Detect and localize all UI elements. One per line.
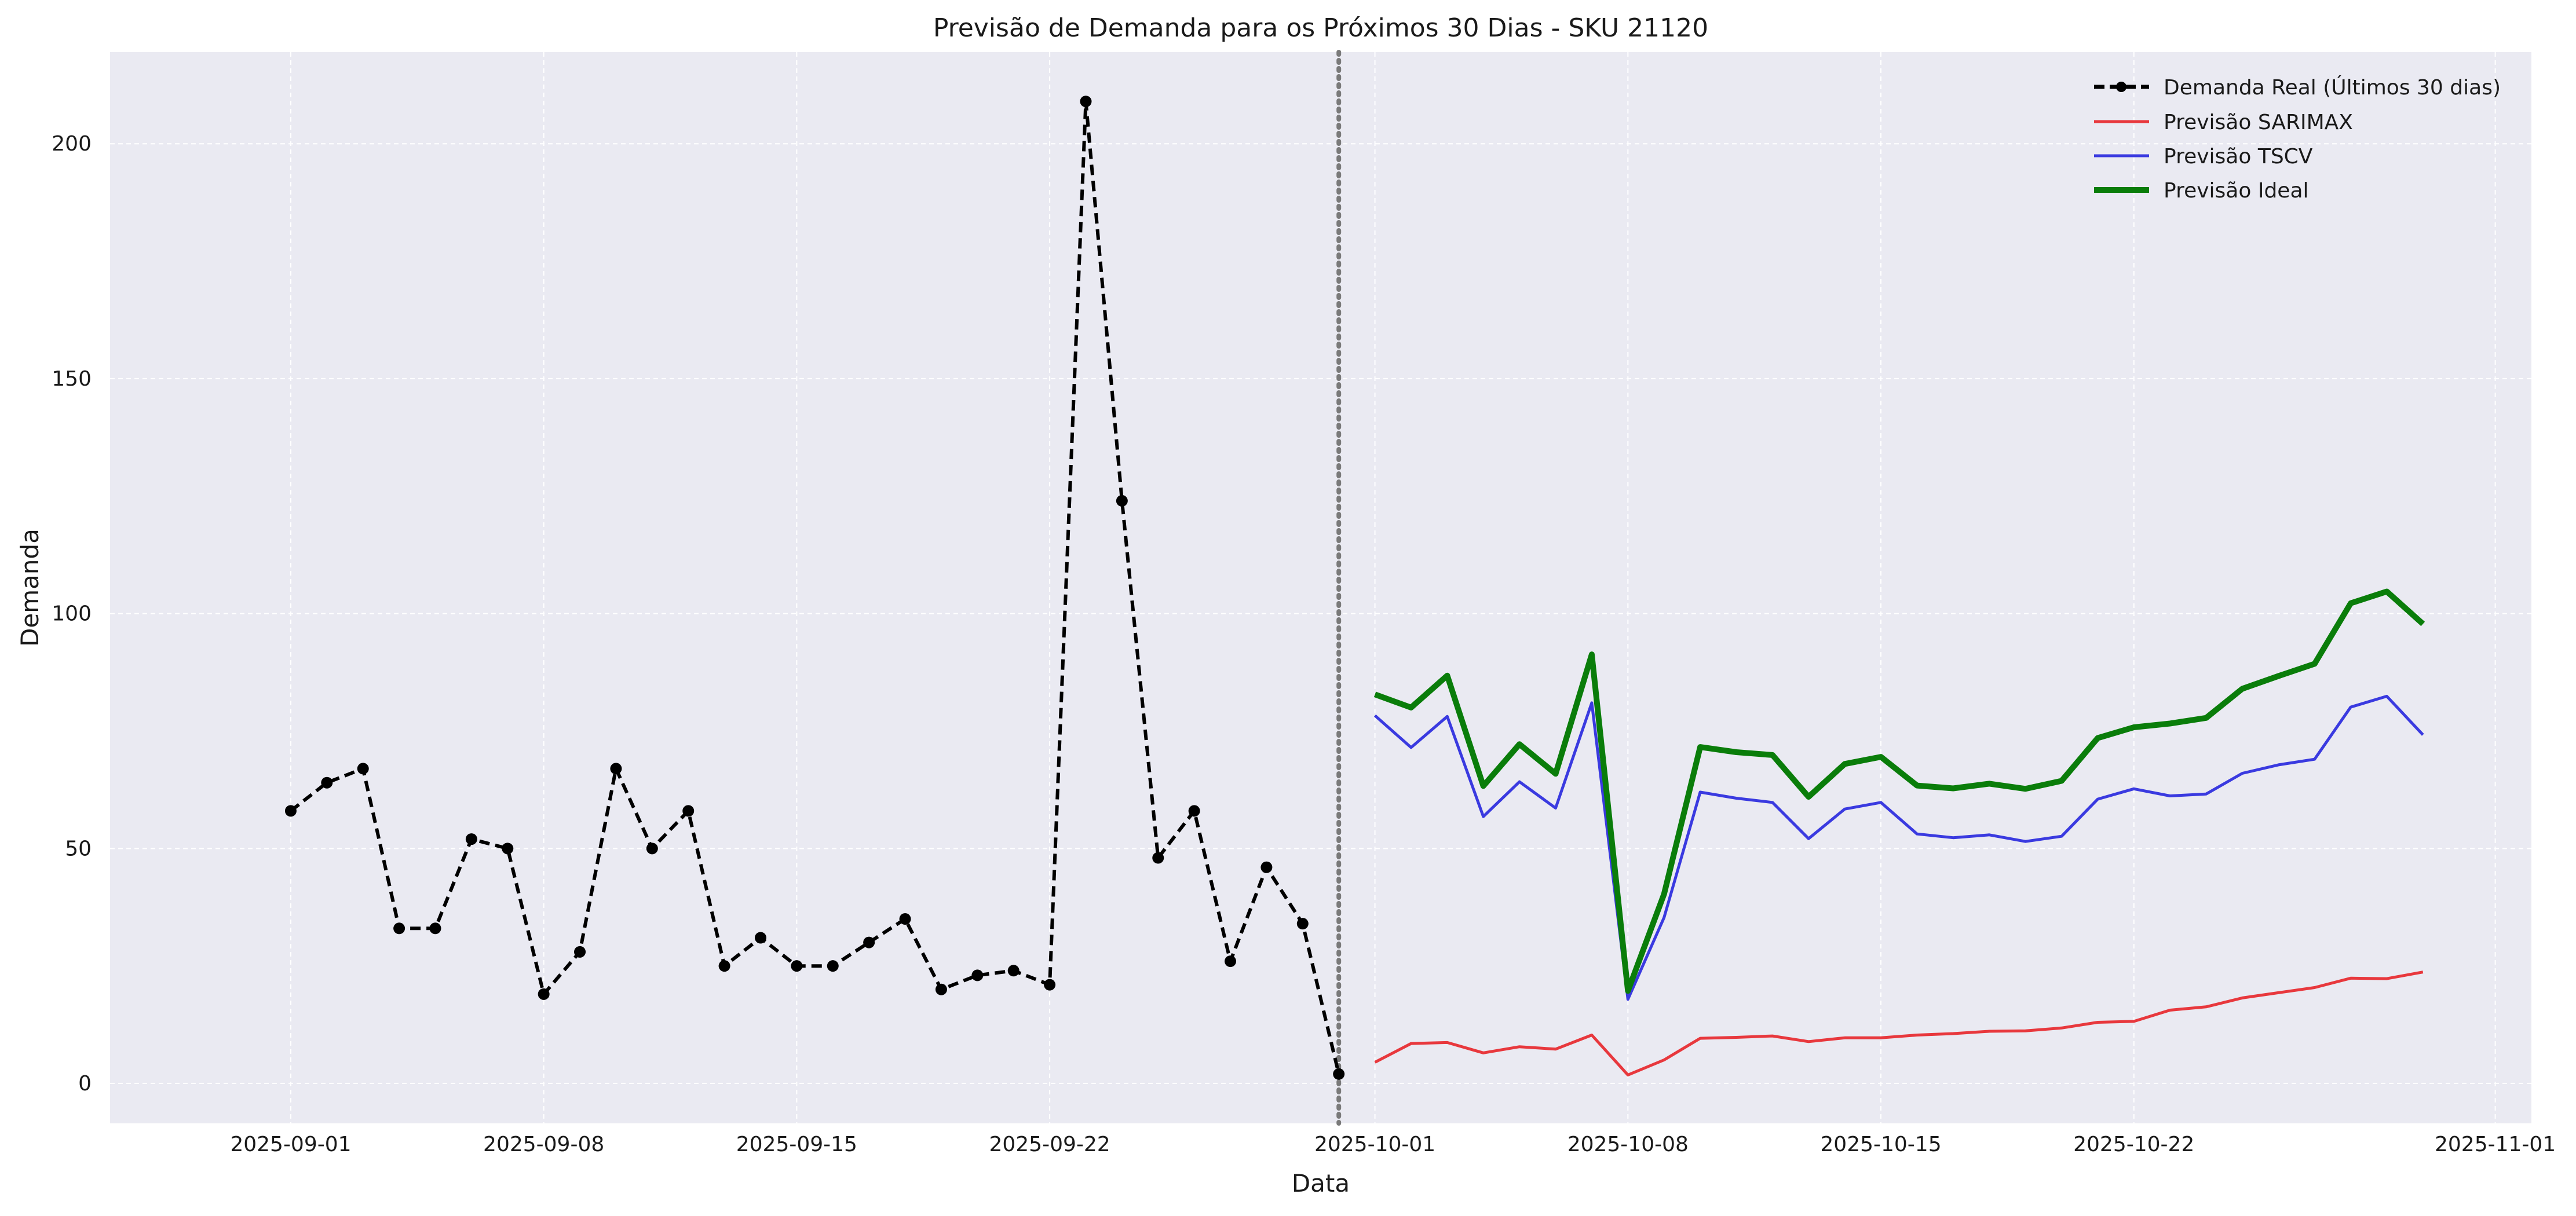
data-point [1188, 805, 1200, 817]
legend-item-sarimax: Previsão SARIMAX [2094, 111, 2353, 134]
data-point [1080, 96, 1092, 108]
data-point [429, 922, 441, 935]
data-point [827, 960, 839, 972]
chart-title: Previsão de Demanda para os Próximos 30 … [933, 13, 1708, 43]
legend-label: Previsão SARIMAX [2164, 111, 2353, 134]
data-point [791, 960, 803, 972]
data-point [1116, 495, 1128, 507]
data-point [682, 805, 695, 817]
data-point [1260, 861, 1273, 873]
legend-label: Previsão Ideal [2164, 179, 2309, 203]
data-point [1007, 965, 1020, 977]
data-point [284, 805, 297, 817]
series-line-0 [290, 100, 1341, 1075]
data-point [1152, 852, 1164, 864]
x-tick-label: 2025-09-22 [989, 1133, 1110, 1156]
x-axis-label: Data [1292, 1169, 1350, 1197]
x-tick-label: 2025-09-15 [736, 1133, 857, 1156]
data-point [321, 777, 333, 789]
data-point [393, 922, 405, 935]
x-tick-label: 2025-11-01 [2435, 1133, 2556, 1156]
legend-label: Previsão TSCV [2164, 145, 2313, 169]
data-point [538, 988, 550, 1000]
series-markers [284, 96, 1345, 1080]
y-tick-label: 200 [52, 132, 92, 156]
data-point [465, 833, 477, 845]
data-point [718, 960, 730, 972]
data-point [502, 843, 514, 855]
legend: Demanda Real (Últimos 30 dias) Previsão … [2094, 75, 2501, 203]
data-point [899, 913, 911, 925]
legend-item-tscv: Previsão TSCV [2094, 145, 2313, 169]
y-tick-label: 0 [78, 1072, 92, 1096]
plot-area [110, 52, 2531, 1123]
y-axis-label: Demanda [16, 529, 44, 647]
series-line-2 [1373, 694, 2424, 1001]
data-point [863, 936, 875, 948]
x-tick-label: 2025-10-15 [1820, 1133, 1941, 1156]
data-point [971, 969, 984, 981]
data-point [357, 763, 369, 775]
legend-item-actual: Demanda Real (Últimos 30 dias) [2094, 75, 2501, 100]
x-tick-label: 2025-10-08 [1567, 1133, 1689, 1156]
legend-item-ideal: Previsão Ideal [2094, 179, 2309, 203]
x-tick-label: 2025-10-22 [2073, 1133, 2194, 1156]
y-tick-label: 50 [65, 837, 92, 860]
data-point [1225, 955, 1237, 968]
x-tick-label: 2025-10-01 [1314, 1133, 1435, 1156]
data-point [1296, 918, 1309, 930]
y-tick-label: 150 [52, 367, 92, 391]
series-lines [290, 50, 2425, 1126]
y-tick-label: 100 [52, 602, 92, 626]
series-line-1 [1374, 970, 2424, 1076]
data-point [610, 763, 622, 775]
axis-ticks: 0 50 100 150 200 2025-09-01 2025-09-08 2025-09-… [52, 132, 2556, 1156]
legend-label: Demanda Real (Últimos 30 dias) [2164, 75, 2501, 100]
data-point [574, 946, 586, 958]
data-point [1044, 979, 1056, 991]
x-tick-label: 2025-09-08 [483, 1133, 604, 1156]
grid-lines [110, 52, 2531, 1123]
series-line-3 [1373, 588, 2425, 994]
data-point [935, 983, 947, 995]
x-tick-label: 2025-09-01 [230, 1133, 351, 1156]
data-point [754, 932, 766, 944]
data-point [1333, 1068, 1345, 1080]
data-point [646, 843, 658, 855]
